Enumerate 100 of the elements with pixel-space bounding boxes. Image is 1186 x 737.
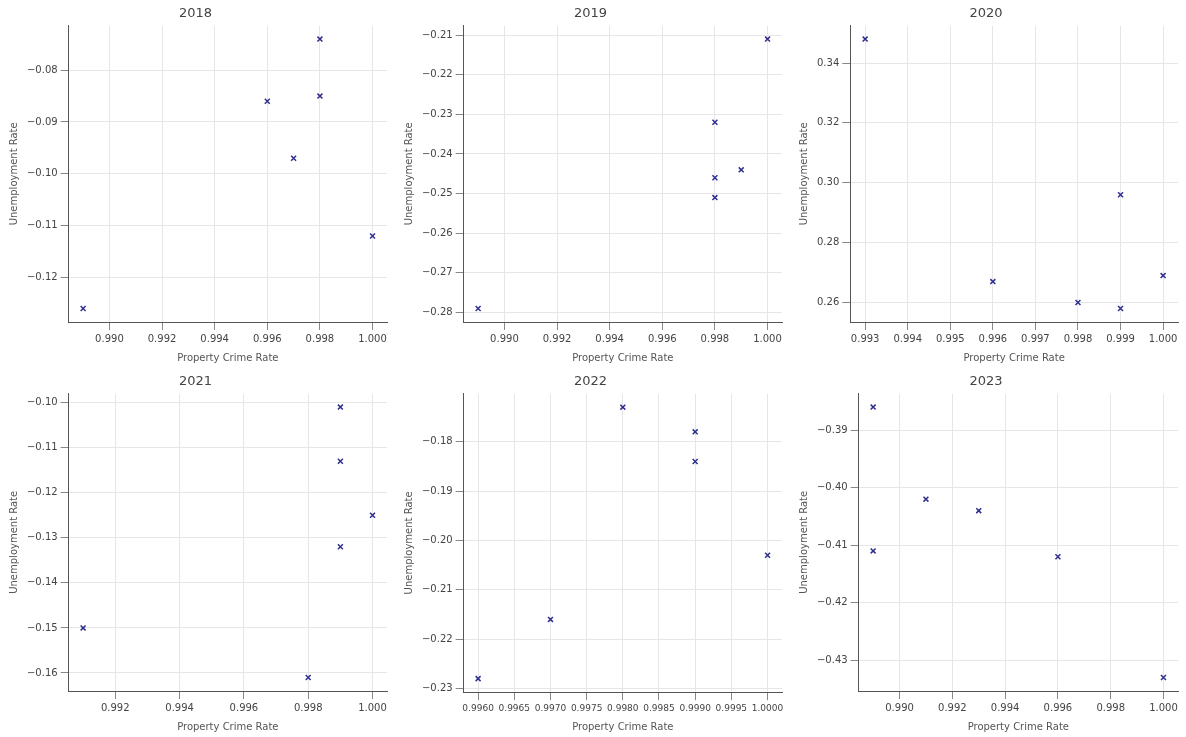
x-axis-title: Property Crime Rate bbox=[177, 351, 279, 363]
y-tick-label: −0.21 bbox=[421, 583, 453, 595]
x-tick-label: 0.992 bbox=[147, 332, 177, 344]
x-tick-label: 0.996 bbox=[1043, 701, 1073, 713]
y-tick-label: −0.22 bbox=[421, 632, 453, 644]
x-tick-label: 0.9995 bbox=[715, 702, 748, 713]
y-tick-label: 0.34 bbox=[817, 56, 840, 68]
x-tick-label: 0.994 bbox=[165, 701, 194, 713]
x-tick-label: 0.992 bbox=[100, 701, 130, 713]
x-axis-title: Property Crime Rate bbox=[572, 720, 674, 732]
chart-title: 2020 bbox=[969, 5, 1003, 21]
y-axis-title: Unemployment Rate bbox=[797, 122, 809, 226]
x-tick-label: 0.998 bbox=[293, 701, 323, 713]
y-tick-label: −0.13 bbox=[26, 531, 58, 543]
point bbox=[316, 92, 324, 100]
y-axis-title: Unemployment Rate bbox=[402, 491, 414, 595]
x-tick-label: 1.000 bbox=[753, 332, 782, 344]
point bbox=[79, 624, 87, 632]
x-tick-label: 1.0000 bbox=[751, 702, 784, 713]
x-tick-label: 0.990 bbox=[885, 701, 914, 713]
x-tick-label: 0.997 bbox=[1021, 332, 1050, 344]
y-tick-label: −0.14 bbox=[26, 576, 58, 588]
y-tick-label: −0.23 bbox=[421, 682, 453, 694]
point bbox=[869, 403, 877, 411]
point bbox=[1117, 305, 1124, 312]
x-tick-label: 0.994 bbox=[893, 332, 923, 344]
x-tick-label: 0.996 bbox=[647, 332, 677, 344]
x-tick-label: 0.9980 bbox=[607, 702, 639, 713]
y-tick-label: 0.30 bbox=[817, 176, 840, 188]
point bbox=[869, 547, 877, 555]
x-tick-label: 1.000 bbox=[1148, 332, 1178, 344]
y-tick-label: −0.15 bbox=[26, 621, 58, 633]
x-axis-title: Property Crime Rate bbox=[177, 720, 279, 732]
x-tick-label: 0.9970 bbox=[534, 702, 567, 713]
y-tick-label: −0.43 bbox=[816, 653, 848, 665]
x-axis-title: Property Crime Rate bbox=[572, 351, 674, 363]
x-tick-label: 0.993 bbox=[850, 332, 880, 344]
y-tick-label: −0.19 bbox=[421, 484, 453, 496]
y-tick-label: 0.26 bbox=[817, 296, 840, 308]
y-tick-label: −0.10 bbox=[26, 396, 58, 408]
y-tick-label: −0.20 bbox=[421, 534, 453, 546]
x-tick-label: 0.9960 bbox=[462, 702, 495, 713]
x-axis-title: Property Crime Rate bbox=[963, 351, 1065, 363]
y-axis-title: Unemployment Rate bbox=[7, 490, 19, 594]
chart-title: 2018 bbox=[178, 5, 213, 21]
x-tick-label: 0.9965 bbox=[498, 702, 531, 713]
y-tick-label: −0.42 bbox=[816, 596, 848, 608]
y-tick-label: −0.11 bbox=[26, 441, 58, 453]
x-tick-label: 0.992 bbox=[938, 701, 967, 713]
y-tick-label: −0.16 bbox=[26, 666, 58, 678]
x-axis-title: Property Crime Rate bbox=[967, 720, 1070, 732]
x-tick-label: 1.000 bbox=[358, 701, 387, 713]
x-tick-label: 0.996 bbox=[229, 701, 259, 713]
y-tick-label: −0.41 bbox=[816, 538, 848, 550]
y-tick-label: −0.22 bbox=[421, 68, 453, 80]
y-tick-label: −0.12 bbox=[26, 271, 58, 283]
y-axis-title: Unemployment Rate bbox=[797, 490, 809, 594]
y-tick-label: −0.09 bbox=[26, 115, 58, 127]
x-tick-label: 0.998 bbox=[305, 332, 335, 344]
x-tick-label: 0.996 bbox=[978, 332, 1008, 344]
x-tick-label: 0.9990 bbox=[679, 702, 712, 713]
x-tick-label: 0.996 bbox=[252, 332, 282, 344]
x-tick-label: 0.9985 bbox=[643, 702, 675, 713]
y-tick-label: −0.26 bbox=[421, 226, 453, 238]
x-tick-label: 0.998 bbox=[1096, 701, 1126, 713]
point bbox=[1160, 674, 1167, 681]
y-tick-label: −0.11 bbox=[26, 219, 58, 231]
x-tick-label: 0.995 bbox=[935, 332, 965, 344]
x-tick-label: 0.998 bbox=[1063, 332, 1093, 344]
x-tick-label: 0.994 bbox=[200, 332, 229, 344]
x-tick-label: 0.994 bbox=[990, 701, 1020, 713]
point bbox=[737, 166, 745, 174]
y-tick-label: −0.39 bbox=[816, 423, 848, 435]
x-tick-label: 0.990 bbox=[95, 332, 124, 344]
y-tick-label: −0.28 bbox=[421, 306, 453, 318]
y-tick-label: 0.32 bbox=[817, 116, 840, 128]
y-tick-label: 0.28 bbox=[817, 236, 840, 248]
x-tick-label: 1.000 bbox=[1149, 701, 1178, 713]
y-tick-label: −0.40 bbox=[816, 481, 848, 493]
point bbox=[619, 403, 627, 411]
point bbox=[316, 35, 324, 43]
x-tick-label: 0.9975 bbox=[570, 702, 603, 713]
y-tick-label: −0.27 bbox=[421, 266, 453, 278]
x-tick-label: 0.999 bbox=[1106, 332, 1135, 344]
y-tick-label: −0.12 bbox=[26, 486, 58, 498]
y-tick-label: −0.21 bbox=[421, 28, 453, 40]
x-tick-label: 0.990 bbox=[490, 332, 519, 344]
y-tick-label: −0.18 bbox=[421, 435, 453, 447]
chart-title: 2022 bbox=[573, 373, 608, 389]
point bbox=[691, 428, 699, 436]
y-tick-label: −0.24 bbox=[421, 147, 453, 159]
chart-title: 2021 bbox=[178, 373, 213, 389]
x-tick-label: 1.000 bbox=[358, 332, 387, 344]
x-tick-label: 0.998 bbox=[700, 332, 730, 344]
y-tick-label: −0.25 bbox=[421, 187, 453, 199]
y-tick-label: −0.23 bbox=[421, 107, 453, 119]
y-axis-title: Unemployment Rate bbox=[402, 122, 414, 226]
x-tick-label: 0.992 bbox=[542, 332, 572, 344]
y-tick-label: −0.08 bbox=[26, 63, 58, 75]
y-axis-title: Unemployment Rate bbox=[7, 122, 19, 226]
